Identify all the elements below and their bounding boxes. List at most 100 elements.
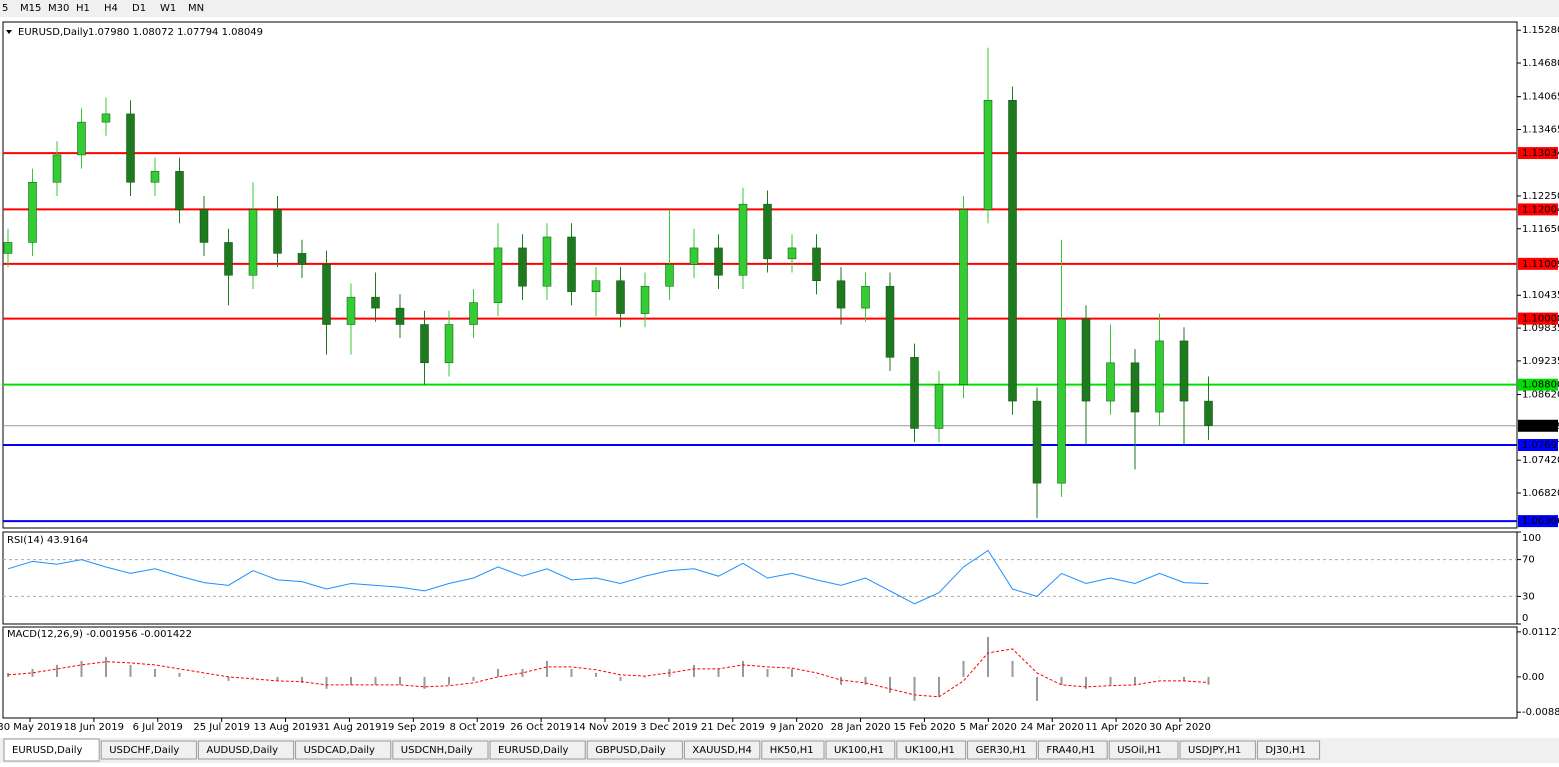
current-price-label: 1.08049 xyxy=(1522,421,1559,432)
macd-bar xyxy=(374,676,377,685)
candle-body xyxy=(1155,340,1164,413)
chart-tab[interactable] xyxy=(896,740,967,760)
chart-tab[interactable] xyxy=(100,740,197,760)
candle-body xyxy=(1081,318,1091,402)
chart-tab-label[interactable]: AUDUSD,Daily xyxy=(206,745,278,756)
timeframe-button[interactable]: D1 xyxy=(132,3,146,14)
level-tag xyxy=(1518,439,1558,452)
chart-tab-label[interactable]: FRA40,H1 xyxy=(1046,745,1095,756)
chart-tab-label[interactable]: HK50,H1 xyxy=(770,745,814,756)
macd-bar xyxy=(129,664,132,677)
x-tick-label: 3 Dec 2019 xyxy=(640,722,698,733)
candle-body xyxy=(542,236,552,287)
chart-tab[interactable] xyxy=(825,740,896,760)
candle-body xyxy=(1204,400,1213,426)
chart-tab[interactable] xyxy=(761,740,825,760)
candle-body xyxy=(787,247,797,260)
timeframe-button[interactable]: H4 xyxy=(104,3,118,14)
chart-tab[interactable] xyxy=(1256,740,1321,760)
y-tick-label: 1.14680 xyxy=(1522,58,1559,69)
chart-tab[interactable] xyxy=(489,740,586,760)
candle-body xyxy=(1106,362,1115,402)
level-tag xyxy=(1518,203,1558,216)
candle-body xyxy=(322,264,331,325)
candle-body xyxy=(983,99,993,210)
candle-body xyxy=(395,307,405,325)
chart-tab-label[interactable]: EURUSD,Daily xyxy=(498,745,569,756)
chart-tab[interactable] xyxy=(1179,740,1256,760)
level-tag xyxy=(1518,378,1558,391)
chart-tab-label[interactable]: XAUUSD,H4 xyxy=(692,745,751,756)
macd-bar xyxy=(350,676,352,685)
candle-body xyxy=(420,324,429,364)
chart-tab[interactable] xyxy=(1108,740,1179,760)
y-tick-label: 0 xyxy=(1522,613,1528,624)
candle-body xyxy=(1130,362,1140,413)
candle-body xyxy=(126,113,135,183)
macd-bar xyxy=(203,676,205,678)
macd-signal xyxy=(7,648,1209,698)
chart-tab-label[interactable]: USDCNH,Daily xyxy=(401,745,473,756)
chart-tab-label[interactable]: USDCAD,Daily xyxy=(304,745,375,756)
chart-tab[interactable] xyxy=(295,740,392,760)
macd-bar xyxy=(56,664,58,677)
chart-tab-label[interactable]: USDCHF,Daily xyxy=(109,745,179,756)
candle-body xyxy=(248,209,258,276)
timeframe-button[interactable]: MN xyxy=(188,3,204,14)
chart-tab-label[interactable]: USDJPY,H1 xyxy=(1188,745,1241,756)
candle-body xyxy=(371,296,380,309)
chart-tab-label[interactable]: USOil,H1 xyxy=(1117,745,1161,756)
timeframe-button[interactable]: M30 xyxy=(48,3,69,14)
y-tick-label: 1.11650 xyxy=(1522,224,1559,235)
chart-tab-label[interactable]: EURUSD,Daily xyxy=(12,745,83,756)
macd-bar xyxy=(1109,676,1112,685)
chart-tab[interactable] xyxy=(1037,740,1108,760)
ohlc-label: 1.07980 1.08072 1.07794 1.08049 xyxy=(88,27,263,38)
candle-body xyxy=(28,182,37,243)
collapse-arrow xyxy=(6,30,12,34)
macd-bar xyxy=(31,668,34,677)
macd-label: MACD(12,26,9) -0.001956 -0.001422 xyxy=(7,629,192,640)
toolbar xyxy=(0,0,1559,17)
timeframe-button[interactable]: 5 xyxy=(2,3,8,14)
candle-body xyxy=(346,296,356,325)
x-tick-label: 9 Jan 2020 xyxy=(770,722,824,733)
chart-tab[interactable] xyxy=(392,740,489,760)
timeframe-button[interactable]: W1 xyxy=(160,3,176,14)
candle-body xyxy=(101,113,111,123)
chart-tab-label[interactable]: DJ30,H1 xyxy=(1265,745,1305,756)
y-tick-label: 1.14065 xyxy=(1522,92,1559,103)
y-tick-label: 1.13465 xyxy=(1522,124,1559,135)
macd-bar xyxy=(521,668,524,677)
chart-tab[interactable] xyxy=(197,740,295,760)
chart-tab-label[interactable]: GER30,H1 xyxy=(976,745,1027,756)
x-tick-label: 28 Jan 2020 xyxy=(831,722,891,733)
chart-tab-label[interactable]: UK100,H1 xyxy=(905,745,955,756)
chart-tab[interactable] xyxy=(683,740,761,760)
x-tick-label: 30 May 2019 xyxy=(0,722,63,733)
macd-bar xyxy=(1183,676,1185,681)
macd-bar xyxy=(154,668,156,677)
macd-bar xyxy=(1134,676,1136,685)
candle-body xyxy=(77,121,86,156)
symbol-label: EURUSD,Daily xyxy=(18,27,89,38)
x-tick-label: 15 Feb 2020 xyxy=(893,722,955,733)
timeframe-button[interactable]: H1 xyxy=(76,3,90,14)
chart-tab-label[interactable]: GBPUSD,Daily xyxy=(595,745,666,756)
macd-bar xyxy=(448,676,450,685)
candle-body xyxy=(52,154,62,183)
chart-tab[interactable] xyxy=(586,740,683,760)
chart-tab[interactable] xyxy=(3,738,100,762)
chart-tab-label[interactable]: UK100,H1 xyxy=(834,745,884,756)
y-tick-label: 1.09835 xyxy=(1522,323,1559,334)
candle-body xyxy=(763,203,772,260)
macd-bar xyxy=(1158,676,1161,678)
x-tick-label: 26 Oct 2019 xyxy=(510,722,572,733)
macd-bar xyxy=(325,676,328,689)
chart-tab[interactable] xyxy=(967,740,1037,760)
timeframe-button[interactable]: M15 xyxy=(20,3,41,14)
level-label: 1.10008 xyxy=(1522,314,1559,325)
macd-bar xyxy=(546,660,548,677)
candle-body xyxy=(1008,99,1017,402)
macd-bar xyxy=(1085,676,1087,689)
